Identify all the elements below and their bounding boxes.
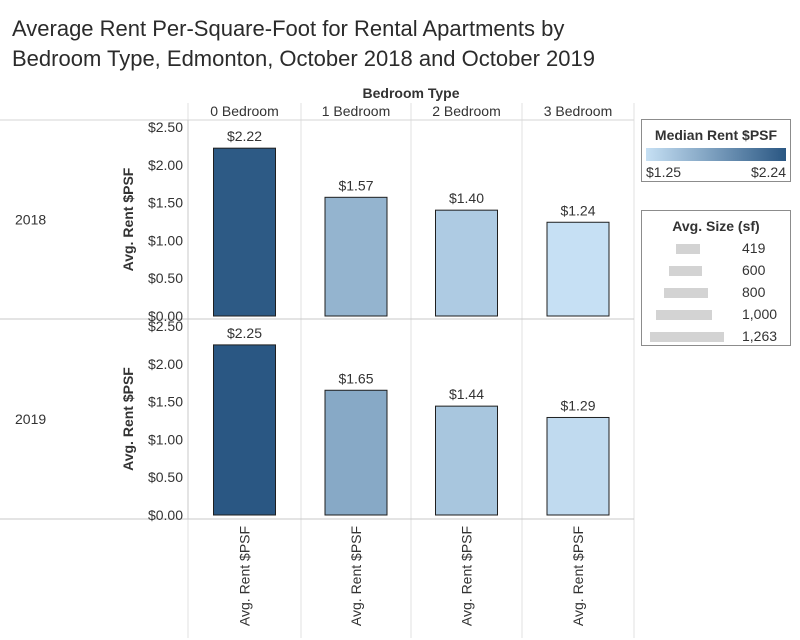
bar [546,416,610,516]
y-tick-label: $2.00 [148,157,183,173]
size-legend-label: 800 [742,284,766,300]
color-legend[interactable]: Median Rent $PSF $1.25 $2.24 [641,119,791,182]
x-axis-label: Avg. Rent $PSF [237,526,253,626]
y-tick-label: $0.00 [148,507,183,523]
category-label: 0 Bedroom [210,103,278,119]
bar-value-label: $2.25 [227,325,262,341]
y-tick-label: $0.50 [148,469,183,485]
y-tick-label: $0.00 [148,308,183,324]
bar [546,221,610,317]
bar-value-label: $1.65 [338,370,373,386]
x-axis-label: Avg. Rent $PSF [459,526,475,626]
chart-title: Average Rent Per-Square-Foot for Rental … [12,16,595,71]
y-tick-label: $2.00 [148,356,183,372]
bar-value-label: $1.44 [449,386,484,402]
bar [435,405,498,516]
category-label: 1 Bedroom [322,103,390,119]
y-axis-title: Avg. Rent $PSF [120,367,136,471]
size-legend-swatch [676,244,700,254]
bar [435,209,498,317]
color-legend-min-label: $1.25 [646,164,682,180]
x-axis-label: Avg. Rent $PSF [570,526,586,626]
size-legend-label: 1,000 [742,306,778,322]
bar [213,147,276,317]
size-legend-item: 1,263 [642,327,790,347]
y-tick-label: $1.00 [148,232,183,248]
category-label: 3 Bedroom [544,103,612,119]
bar-value-label: $1.57 [338,177,373,193]
size-legend-swatch [669,266,702,276]
y-tick-label: $2.50 [148,119,183,135]
color-legend-gradient [646,148,786,161]
x-axis-label: Avg. Rent $PSF [348,526,364,626]
size-legend-swatch [664,288,708,298]
size-legend-label: 1,263 [742,328,778,344]
size-legend-item: 1,000 [642,305,790,325]
bar-value-label: $1.40 [449,190,484,206]
size-legend-swatch [656,310,712,320]
size-legend-label: 419 [742,240,766,256]
y-tick-label: $0.50 [148,270,183,286]
y-tick-label: $1.50 [148,394,183,410]
y-tick-label: $1.50 [148,195,183,211]
size-legend-item: 800 [642,283,790,303]
size-legend-item: 419 [642,239,790,259]
bar-value-label: $1.29 [560,397,595,413]
bar [324,389,388,516]
column-header: Bedroom Type [363,85,460,101]
bar [324,196,388,317]
size-legend-item: 600 [642,261,790,281]
bar-value-label: $2.22 [227,128,262,144]
color-legend-max-label: $2.24 [750,164,786,180]
y-tick-label: $2.50 [148,318,183,334]
size-legend[interactable]: Avg. Size (sf) 419 600 800 1,000 1,263 [641,210,791,346]
size-legend-title: Avg. Size (sf) [672,218,760,234]
row-label: 2018 [15,212,46,228]
category-label: 2 Bedroom [432,103,500,119]
row-label: 2019 [15,411,46,427]
bar [213,344,276,516]
bar-value-label: $1.24 [560,202,595,218]
y-tick-label: $1.00 [148,431,183,447]
y-axis-title: Avg. Rent $PSF [120,167,136,271]
size-legend-swatch [650,332,724,342]
color-legend-title: Median Rent $PSF [654,127,778,143]
size-legend-label: 600 [742,262,766,278]
